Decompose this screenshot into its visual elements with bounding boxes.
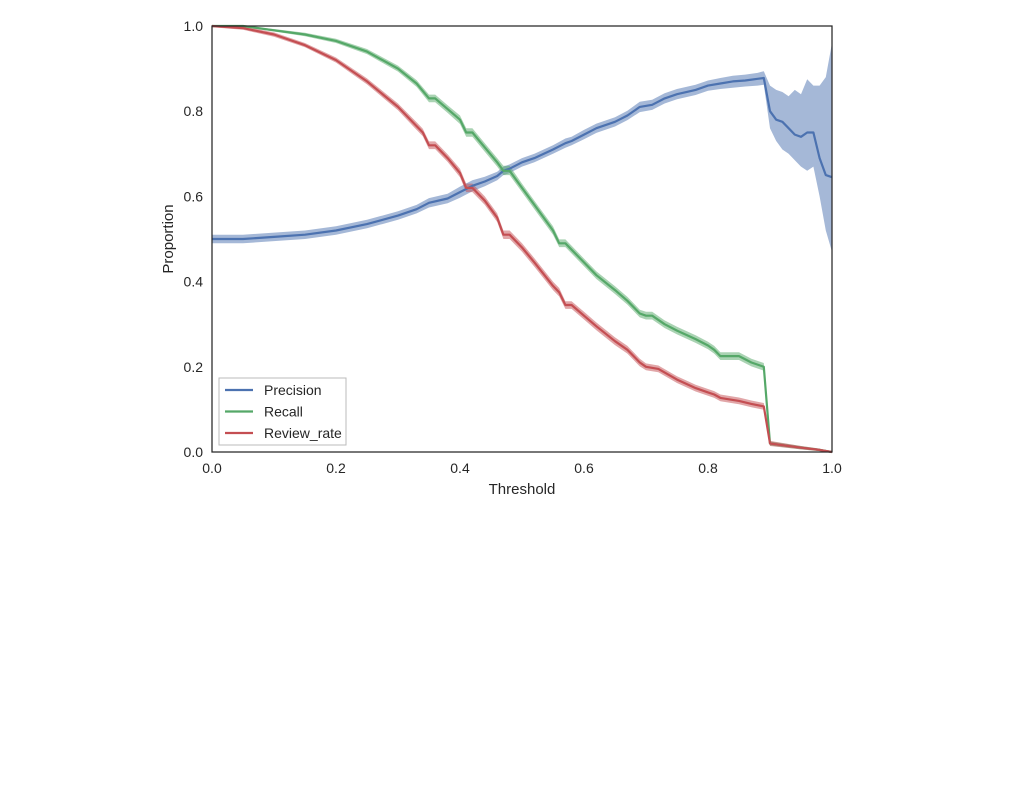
legend-label-recall: Recall: [264, 404, 303, 420]
x-tick-label: 1.0: [822, 460, 842, 476]
legend-label-review-rate: Review_rate: [264, 425, 342, 441]
y-tick-label: 0.8: [184, 103, 204, 119]
y-tick-label: 0.0: [184, 444, 204, 460]
y-axis-label: Proportion: [160, 204, 177, 273]
recall-line: [212, 24, 833, 454]
axes-frame: [211, 25, 833, 453]
series-lines: [211, 24, 833, 454]
y-axis-ticks: 0.0 0.2 0.4 0.6 0.8 1.0: [184, 18, 204, 460]
x-axis-label: Threshold: [489, 481, 556, 498]
x-tick-label: 0.0: [202, 460, 222, 476]
x-tick-label: 0.2: [326, 460, 346, 476]
x-tick-label: 0.6: [574, 460, 594, 476]
legend-label-precision: Precision: [264, 382, 322, 398]
x-tick-label: 0.8: [698, 460, 718, 476]
legend: Precision Recall Review_rate: [218, 377, 347, 446]
precision-line: [212, 76, 833, 241]
precision-confidence-band: [212, 43, 832, 252]
y-tick-label: 0.4: [184, 274, 204, 290]
y-tick-label: 1.0: [184, 18, 204, 34]
y-tick-label: 0.6: [184, 188, 204, 204]
y-tick-label: 0.2: [184, 359, 204, 375]
x-tick-label: 0.4: [450, 460, 470, 476]
review-rate-line: [211, 24, 833, 454]
x-axis-ticks: 0.0 0.2 0.4 0.6 0.8 1.0: [202, 460, 842, 476]
